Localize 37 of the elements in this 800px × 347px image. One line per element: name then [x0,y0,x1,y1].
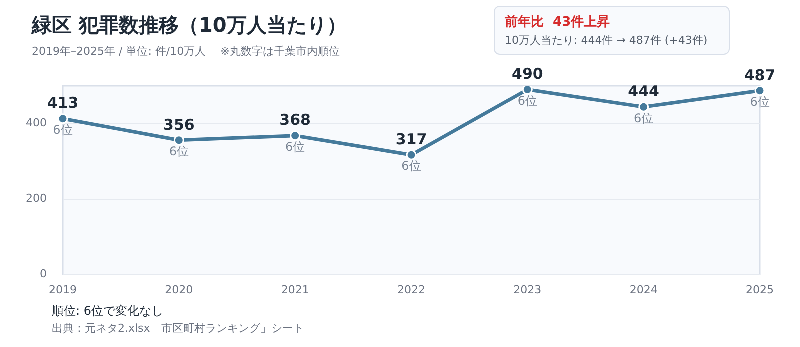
text: 前年比 43件上昇 [505,14,612,31]
source-note: 出典：元ネタ2.xlsx「市区町村ランキング」シート [52,321,304,337]
x-tick-label: 2025 [746,283,774,296]
point [290,130,301,142]
data-label: 317 [396,130,428,148]
x-tick-label: 2019 [48,283,77,296]
annotation: 6位 [402,159,422,174]
annotation: 6位 [53,122,73,137]
chart-subtitle: 2019年–2025年 / 単位: 件/10万人 ※丸数字は千葉市内順位 [32,44,340,59]
point [174,135,184,146]
chart-title: 緑区 犯罪数推移（10万人当たり） [32,12,347,39]
data-label: 368 [280,111,311,130]
x-tick-label: 2023 [514,283,542,296]
annotation: 6位 [518,94,538,108]
annotation: 6位 [169,144,189,158]
x-tick-label: 2021 [281,283,310,296]
y-tick-label: 0 [40,268,47,281]
point [58,114,68,124]
point [754,86,766,96]
data-label: 490 [512,65,544,84]
point [638,102,650,112]
x-tick-label: 2024 [630,283,658,296]
data-label: 444 [628,82,660,101]
data-label: 487 [744,66,776,84]
y-tick-label: 200 [26,192,47,206]
annotation: 6位 [750,95,770,110]
x-tick-label: 2022 [398,283,426,296]
point [522,86,533,96]
point [406,150,417,160]
data-label: 356 [164,116,195,134]
y-tick-label: 400 [26,116,47,130]
annotation: 6位 [634,111,654,126]
x-tick-label: 2020 [165,283,194,296]
data-label: 413 [47,94,79,112]
text: 10万人当たり: 444件 → 487件 (+43件) [505,33,709,48]
annotation: 6位 [286,140,306,154]
text: 順位: 6位で変化なし [52,303,164,320]
